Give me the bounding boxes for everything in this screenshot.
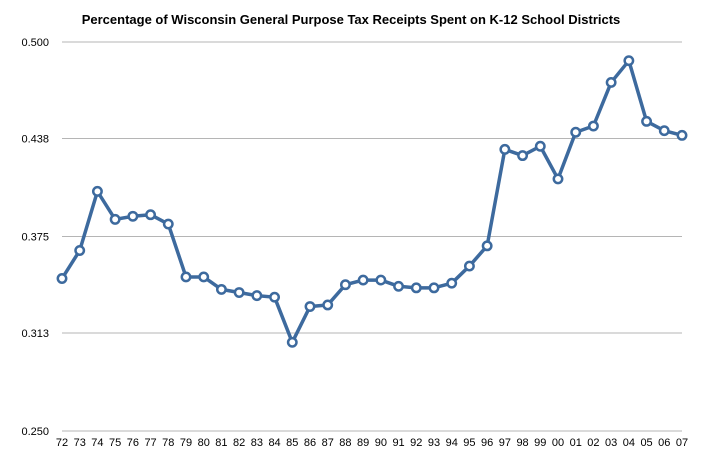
data-point (74, 245, 86, 256)
x-tick-label: 73 (74, 437, 86, 449)
data-point (269, 291, 281, 303)
y-tick-label: 0.375 (21, 232, 49, 244)
x-tick-label: 74 (91, 437, 103, 449)
x-tick-label: 79 (180, 437, 192, 449)
data-point (109, 213, 121, 225)
x-tick-label: 98 (516, 437, 528, 449)
x-tick-label: 83 (251, 437, 263, 449)
x-tick-label: 05 (640, 437, 652, 449)
x-tick-label: 78 (162, 437, 174, 449)
data-point (304, 301, 316, 312)
data-point (534, 140, 546, 152)
x-tick-label: 81 (215, 437, 227, 449)
data-point (56, 273, 68, 284)
y-tick-label: 0.250 (21, 426, 49, 438)
x-tick-label: 94 (446, 437, 458, 449)
data-point (127, 210, 139, 222)
y-tick-label: 0.500 (21, 37, 49, 49)
x-tick-label: 03 (605, 437, 617, 449)
x-tick-label: 86 (304, 437, 316, 449)
data-point (322, 299, 334, 311)
x-tick-label: 82 (233, 437, 245, 449)
x-tick-label: 02 (587, 437, 599, 449)
data-point (641, 115, 653, 127)
x-tick-label: 96 (481, 437, 493, 449)
data-point (410, 282, 422, 294)
data-point (428, 282, 440, 294)
data-point (463, 260, 475, 272)
x-tick-label: 87 (322, 437, 334, 449)
data-point (570, 126, 582, 138)
x-tick-label: 91 (392, 437, 404, 449)
y-tick-label: 0.438 (21, 133, 49, 145)
data-point (286, 336, 298, 348)
x-tick-label: 99 (534, 437, 546, 449)
data-point (446, 277, 458, 289)
data-point (499, 143, 511, 155)
x-tick-label: 97 (499, 437, 511, 449)
data-point (552, 173, 564, 185)
data-point (339, 279, 351, 291)
x-tick-label: 06 (658, 437, 670, 449)
series-line (60, 58, 684, 345)
data-point (517, 150, 529, 162)
x-tick-label: 88 (339, 437, 351, 449)
x-tick-label: 89 (357, 437, 369, 449)
data-point (605, 77, 617, 88)
data-point (198, 271, 210, 283)
data-point (251, 290, 263, 302)
data-point (676, 129, 688, 141)
x-tick-label: 92 (410, 437, 422, 449)
x-tick-label: 72 (56, 437, 68, 449)
data-point (393, 280, 405, 292)
x-tick-label: 93 (428, 437, 440, 449)
data-point (180, 271, 192, 283)
data-point (91, 185, 103, 197)
x-tick-label: 04 (623, 437, 635, 449)
data-point (587, 120, 599, 132)
data-point (145, 209, 157, 221)
data-point (162, 218, 174, 230)
x-tick-label: 77 (144, 437, 156, 449)
data-point (215, 283, 227, 295)
data-point (233, 287, 245, 298)
x-tick-label: 84 (268, 437, 280, 449)
chart-title: Percentage of Wisconsin General Purpose … (81, 12, 621, 27)
x-tick-label: 07 (676, 437, 688, 449)
x-tick-label: 00 (552, 437, 564, 449)
x-tick-label: 01 (570, 437, 582, 449)
data-point (357, 274, 369, 286)
x-tick-label: 75 (109, 437, 121, 449)
x-tick-label: 85 (286, 437, 298, 449)
y-tick-label: 0.313 (21, 328, 49, 340)
x-tick-label: 95 (463, 437, 475, 449)
data-point (481, 240, 493, 252)
data-point (623, 55, 635, 67)
data-point (375, 274, 387, 286)
data-point (658, 125, 670, 137)
x-tick-label: 80 (198, 437, 210, 449)
x-tick-label: 76 (127, 437, 139, 449)
x-tick-label: 90 (375, 437, 387, 449)
